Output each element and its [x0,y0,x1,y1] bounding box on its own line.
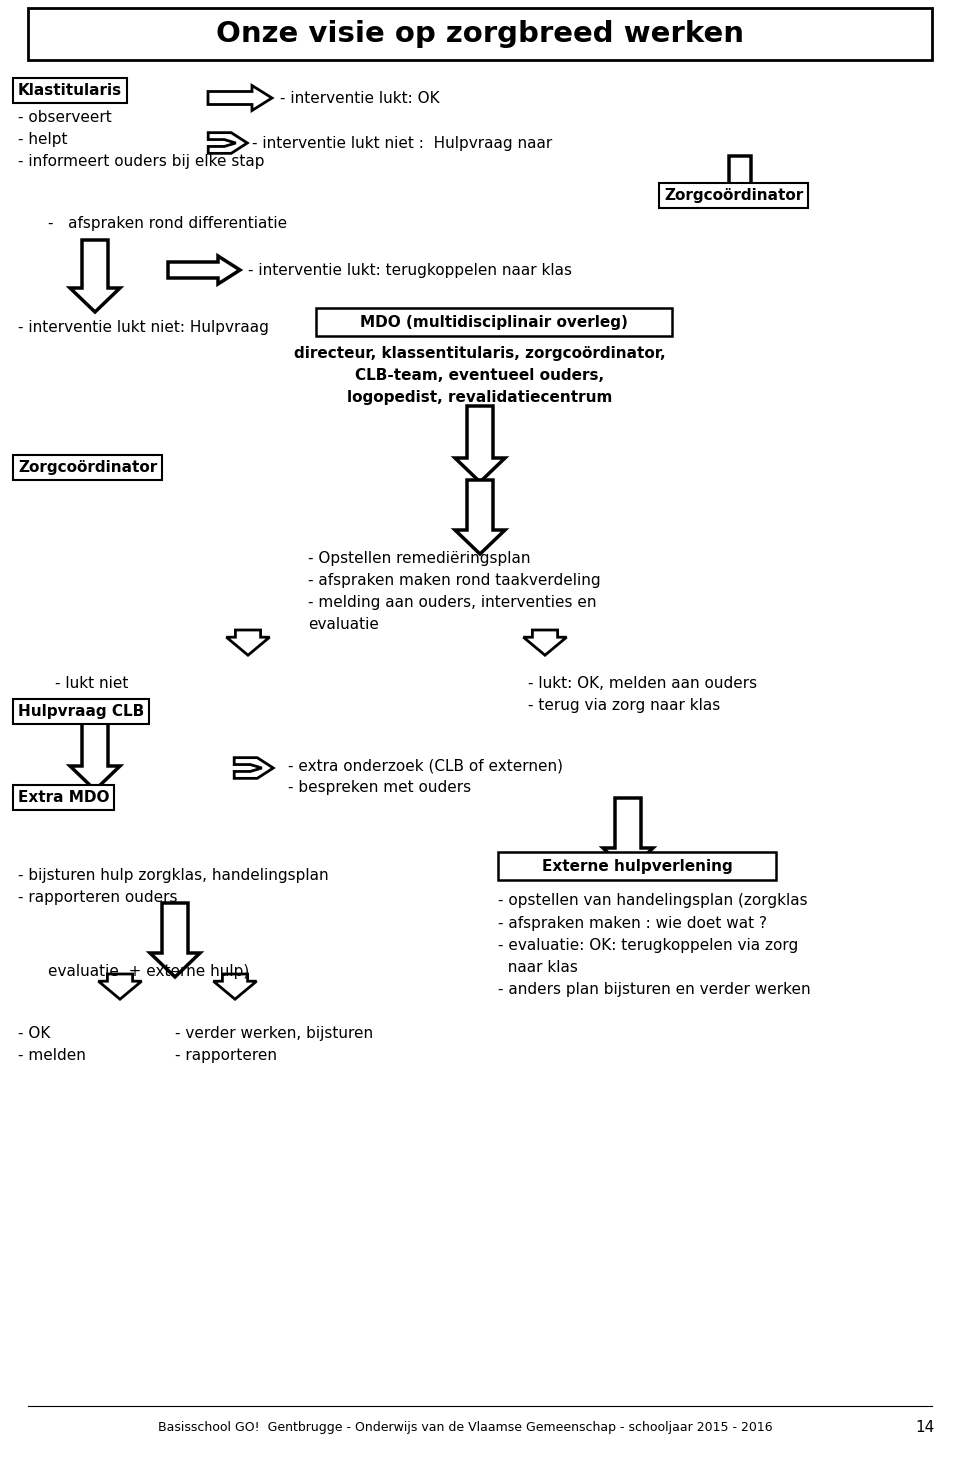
Text: - interventie lukt: OK: - interventie lukt: OK [280,90,440,106]
Text: MDO (multidisciplinair overleg): MDO (multidisciplinair overleg) [360,315,628,330]
Text: Zorgcoördinator: Zorgcoördinator [18,461,157,475]
Text: - extra onderzoek (CLB of externen): - extra onderzoek (CLB of externen) [288,758,563,773]
Text: - melding aan ouders, interventies en: - melding aan ouders, interventies en [308,595,596,609]
Bar [316,308,672,335]
Text: evaluatie: evaluatie [308,617,379,631]
Polygon shape [455,405,505,483]
Text: - informeert ouders bij elke stap: - informeert ouders bij elke stap [18,155,265,169]
Text: - rapporteren ouders: - rapporteren ouders [18,889,178,905]
Text: Hulpvraag CLB: Hulpvraag CLB [18,704,144,719]
Text: - OK: - OK [18,1026,50,1041]
Text: - melden: - melden [18,1048,85,1063]
Text: - rapporteren: - rapporteren [175,1048,277,1063]
Text: - lukt: OK, melden aan ouders: - lukt: OK, melden aan ouders [528,677,757,691]
Polygon shape [234,758,274,779]
Polygon shape [99,974,142,999]
Text: Klastitularis: Klastitularis [18,83,122,98]
Text: - terug via zorg naar klas: - terug via zorg naar klas [528,698,720,713]
Polygon shape [523,630,566,655]
Polygon shape [603,798,653,872]
Text: - afspraken maken : wie doet wat ?: - afspraken maken : wie doet wat ? [498,916,767,932]
Polygon shape [150,903,200,977]
Polygon shape [227,630,270,655]
Text: - helpt: - helpt [18,133,67,147]
Text: Extra MDO: Extra MDO [18,790,109,805]
Text: evaluatie  + externe hulp): evaluatie + externe hulp) [48,964,250,978]
Polygon shape [213,974,256,999]
Text: Basisschool GO!  Gentbrugge - Onderwijs van de Vlaamse Gemeenschap - schooljaar : Basisschool GO! Gentbrugge - Onderwijs v… [157,1422,772,1435]
Text: naar klas: naar klas [498,959,578,975]
Text: 14: 14 [916,1420,935,1436]
Text: Externe hulpverlening: Externe hulpverlening [541,859,732,873]
Text: Onze visie op zorgbreed werken: Onze visie op zorgbreed werken [216,20,744,48]
Polygon shape [70,716,120,790]
Text: - anders plan bijsturen en verder werken: - anders plan bijsturen en verder werken [498,983,810,997]
Text: - opstellen van handelingsplan (zorgklas: - opstellen van handelingsplan (zorgklas [498,892,807,908]
Text: - interventie lukt niet :  Hulpvraag naar: - interventie lukt niet : Hulpvraag naar [252,136,552,152]
Text: - afspraken maken rond taakverdeling: - afspraken maken rond taakverdeling [308,573,601,588]
Text: -   afspraken rond differentiatie: - afspraken rond differentiatie [48,216,287,230]
Text: - lukt niet: - lukt niet [55,677,129,691]
Text: - observeert: - observeert [18,109,111,125]
Text: - interventie lukt: terugkoppelen naar klas: - interventie lukt: terugkoppelen naar k… [248,262,572,278]
Polygon shape [719,156,761,206]
Polygon shape [208,133,248,153]
Bar [28,7,932,60]
Polygon shape [208,86,272,111]
Polygon shape [168,257,240,284]
Text: - interventie lukt niet: Hulpvraag: - interventie lukt niet: Hulpvraag [18,319,269,335]
Text: logopedist, revalidatiecentrum: logopedist, revalidatiecentrum [348,389,612,405]
Text: Zorgcoördinator: Zorgcoördinator [664,188,804,203]
Text: directeur, klassentitularis, zorgcoördinator,: directeur, klassentitularis, zorgcoördin… [294,346,666,362]
Text: - bijsturen hulp zorgklas, handelingsplan: - bijsturen hulp zorgklas, handelingspla… [18,868,328,884]
Text: - evaluatie: OK: terugkoppelen via zorg: - evaluatie: OK: terugkoppelen via zorg [498,937,799,954]
Text: - verder werken, bijsturen: - verder werken, bijsturen [175,1026,373,1041]
Text: CLB-team, eventueel ouders,: CLB-team, eventueel ouders, [355,367,605,383]
Text: - bespreken met ouders: - bespreken met ouders [288,780,471,795]
Polygon shape [70,241,120,312]
Text: - Opstellen remediëringsplan: - Opstellen remediëringsplan [308,551,531,566]
Polygon shape [455,480,505,554]
Bar [498,851,776,881]
